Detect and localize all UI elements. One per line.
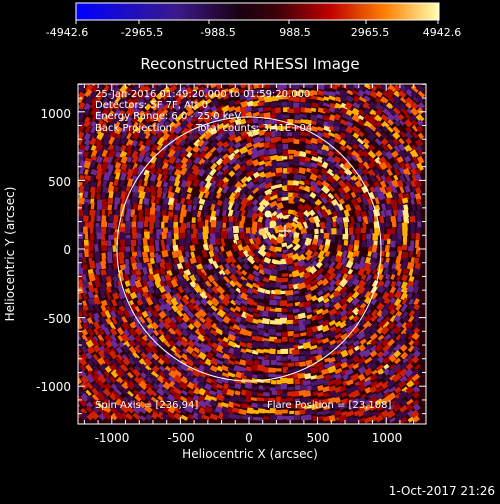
- x-tick-label: 1000: [372, 431, 403, 445]
- solar-limb-circle: [116, 116, 382, 382]
- colorbar-tick-label: 988.5: [279, 26, 311, 39]
- axis-tick-marks: [78, 83, 426, 424]
- flare-position: Flare Position = [23,108]: [267, 400, 391, 411]
- y-tick-labels: 1000 500 0 -500 -1000: [36, 107, 71, 394]
- x-tick-label: 0: [245, 431, 253, 445]
- energy-range: Energy Range: 6.0 - 25.0 keV: [95, 111, 241, 122]
- time-range: 25-Jan-2016 01:49:20.000 to 01:59:20.000: [95, 89, 310, 100]
- flare-position-cross: [279, 225, 291, 237]
- info-text: 25-Jan-2016 01:49:20.000 to 01:59:20.000…: [95, 89, 391, 411]
- colorbar-tick-label: -988.5: [200, 26, 235, 39]
- y-tick-label: -500: [44, 312, 71, 326]
- colorbar: -4942.6 -2965.5 -988.5 988.5 2965.5 4942…: [46, 2, 462, 39]
- colorbar-gradient: [75, 2, 440, 21]
- detectors: Detectors: 5F 7F, Att 0: [95, 100, 208, 111]
- footer-timestamp: 1-Oct-2017 21:26: [389, 484, 495, 498]
- y-tick-label: -1000: [36, 380, 71, 394]
- x-tick-label: -500: [167, 431, 194, 445]
- y-axis-label: Heliocentric Y (arcsec): [3, 187, 17, 322]
- y-tick-label: 0: [63, 243, 71, 257]
- colorbar-tick-label: 4942.6: [423, 26, 462, 39]
- y-tick-label: 500: [48, 175, 71, 189]
- x-tick-label: 500: [307, 431, 330, 445]
- plot-frame: [77, 83, 427, 425]
- x-axis-label: Heliocentric X (arcsec): [182, 447, 318, 461]
- image-area: [78, 84, 426, 424]
- x-tick-label: -1000: [95, 431, 130, 445]
- method: Back Projection: [95, 123, 172, 134]
- spin-axis: Spin Axis = [236,94]: [95, 400, 198, 411]
- plot-title: Reconstructed RHESSI Image: [140, 55, 359, 73]
- colorbar-tick-marks: [75, 20, 439, 24]
- y-tick-label: 1000: [40, 107, 71, 121]
- backprojection-image: [78, 84, 426, 424]
- colorbar-tick-label: 2965.5: [351, 26, 390, 39]
- colorbar-tick-label: -2965.5: [121, 26, 163, 39]
- colorbar-tick-label: -4942.6: [46, 26, 88, 39]
- x-tick-labels: -1000 -500 0 500 1000: [95, 431, 403, 445]
- total-counts: Total counts: 3.41E+04: [195, 123, 312, 134]
